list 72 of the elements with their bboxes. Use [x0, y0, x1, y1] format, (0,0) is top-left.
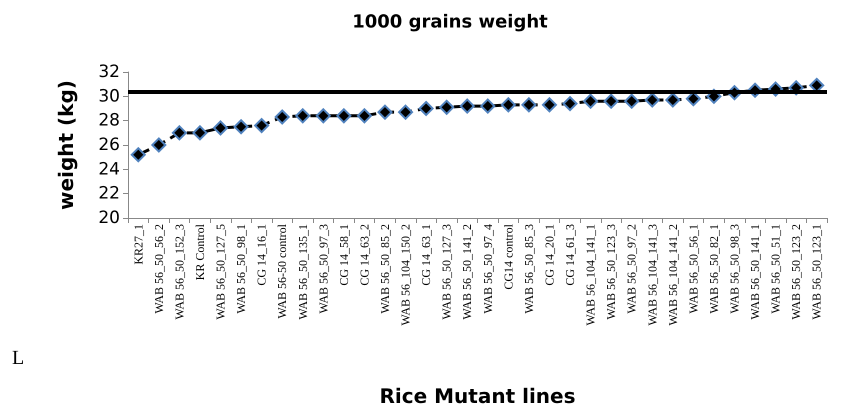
point: [172, 125, 187, 140]
point: [624, 94, 640, 109]
x-tick-label: WAB 56_50_123_2: [789, 224, 804, 320]
point: [274, 110, 290, 125]
x-tick-label: WAB 56_50_82_1: [706, 224, 721, 314]
point: [213, 120, 228, 136]
x-tick-label: WAB 56_50_123_1: [810, 224, 824, 320]
x-tick-label: WAB 56_50_141_1: [748, 224, 762, 320]
point: [130, 147, 146, 162]
x-tick-label: CG 14_63_2: [357, 224, 372, 286]
x-tick-label: WAB 56_50_98_3: [727, 224, 742, 314]
x-tick-label: WAB 56_50_135_1: [296, 224, 310, 320]
y-tick-label: 30: [98, 86, 120, 106]
x-tick-label: WAB 56_104_141_3: [645, 224, 660, 326]
point: [377, 104, 392, 120]
x-tick-label: WAB 56_50_56_2: [152, 224, 166, 314]
x-tick-label: WAB 56_50_97_4: [480, 224, 495, 314]
x-tick-label: WAB 56-50 control: [275, 223, 290, 319]
point: [562, 96, 578, 112]
point: [542, 97, 557, 112]
x-tick-label: CG 14_20_1: [542, 224, 556, 286]
chart-title: 1000 grains weight: [352, 12, 548, 32]
x-tick-label: CG 14_58_1: [336, 224, 351, 286]
y-tick-label: 32: [98, 62, 120, 82]
x-axis-title: Rice Mutant lines: [379, 384, 576, 408]
y-tick-label: 22: [98, 184, 120, 204]
x-tick-label: KR27_1: [131, 224, 146, 265]
point: [234, 119, 249, 134]
point: [254, 118, 270, 134]
x-tick-label: CG 14_61_3: [563, 224, 578, 286]
x-tick-label: WAB 56_104_141_1: [584, 224, 598, 326]
x-tick-label: WAB 56_50_127_5: [214, 224, 228, 320]
x-tick-label: CG 14_16_1: [254, 224, 269, 286]
point: [418, 101, 434, 116]
point: [644, 92, 660, 108]
x-tick-label: WAB 56_50_51_1: [768, 224, 783, 314]
x-tick-label: WAB 56_50_85_2: [378, 224, 392, 314]
y-tick-label: 24: [98, 159, 120, 180]
x-tick-label: WAB 56_50_152_3: [172, 224, 186, 320]
point: [356, 108, 372, 124]
point: [398, 104, 414, 120]
y-axis-title: weight (kg): [54, 80, 78, 210]
x-tick-label: WAB 56_50_85_3: [522, 224, 536, 314]
point: [336, 108, 352, 124]
point: [583, 94, 598, 109]
point: [480, 98, 496, 114]
x-tick-label: WAB 56_50_123_3: [604, 224, 618, 320]
x-tick-label: KR Control: [192, 223, 207, 280]
y-tick-label: 28: [98, 110, 120, 131]
point: [604, 94, 619, 109]
x-tick-label: CG 14_63_1: [419, 224, 434, 286]
x-tick-label: WAB 56_50_127_3: [440, 224, 454, 320]
x-tick-label: WAB 56_50_56_1: [686, 224, 700, 314]
point: [665, 92, 680, 108]
text: L: [12, 347, 24, 369]
x-tick-label: WAB 56_50_97_3: [316, 224, 330, 314]
point: [295, 108, 310, 124]
x-tick-label: WAB 56_104_150_2: [398, 224, 413, 326]
x-tick-label: WAB 56_50_97_2: [624, 224, 639, 314]
x-tick-label: CG14 control: [501, 223, 516, 290]
point: [316, 108, 331, 124]
point: [500, 97, 516, 112]
x-tick-label: WAB 56_50_141_2: [460, 224, 474, 320]
point: [439, 100, 454, 115]
point: [151, 138, 166, 152]
y-tick-label: 26: [98, 135, 120, 155]
point: [521, 97, 536, 112]
y-tick-label: 20: [98, 208, 120, 228]
x-tick-label: WAB 56_50_98_1: [234, 224, 248, 314]
point: [460, 98, 475, 114]
x-tick-label: WAB 56_104_141_2: [666, 224, 680, 326]
point: [192, 125, 208, 140]
